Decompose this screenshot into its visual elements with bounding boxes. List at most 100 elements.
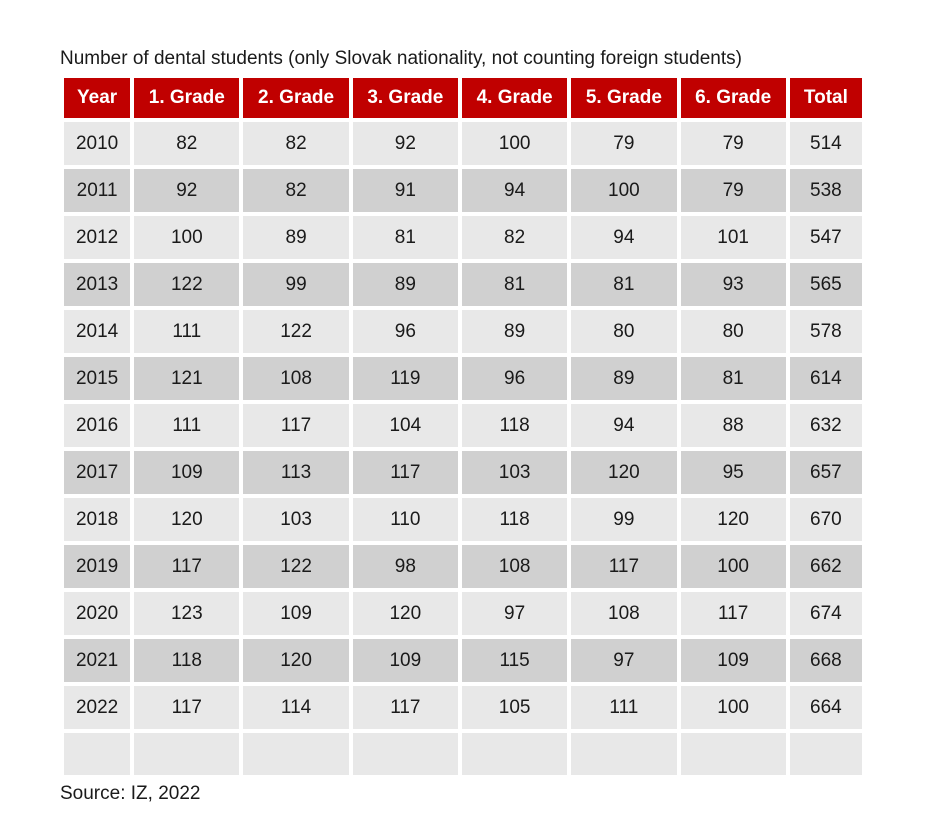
total-cell: 565 bbox=[789, 263, 862, 306]
table-row: 2017 109 113 117 103 120 95 657 bbox=[64, 451, 862, 494]
grade-3-cell: 117 bbox=[352, 451, 458, 494]
year-cell: 2010 bbox=[64, 122, 131, 165]
year-cell: 2017 bbox=[64, 451, 131, 494]
grade-1-cell: 111 bbox=[134, 310, 240, 353]
year-cell: 2021 bbox=[64, 639, 131, 682]
total-cell: 538 bbox=[789, 169, 862, 212]
total-cell: 664 bbox=[789, 686, 862, 729]
grade-2-cell: 99 bbox=[243, 263, 349, 306]
year-cell: 2018 bbox=[64, 498, 131, 541]
grade-4-cell: 97 bbox=[461, 592, 568, 635]
table-row: 2010 82 82 92 100 79 79 514 bbox=[64, 122, 862, 165]
total-cell: 547 bbox=[789, 216, 862, 259]
empty-cell bbox=[64, 733, 131, 775]
grade-6-cell: 100 bbox=[680, 686, 786, 729]
source-note: Source: IZ, 2022 bbox=[60, 783, 201, 804]
empty-cell bbox=[134, 733, 240, 775]
grade-4-cell: 118 bbox=[461, 498, 568, 541]
grade-2-cell: 103 bbox=[243, 498, 349, 541]
grade-3-cell: 91 bbox=[352, 169, 458, 212]
grade-2-cell: 82 bbox=[243, 169, 349, 212]
table-row: 2020 123 109 120 97 108 117 674 bbox=[64, 592, 862, 635]
grade-4-cell: 82 bbox=[461, 216, 568, 259]
grade-4-cell: 115 bbox=[461, 639, 568, 682]
empty-row bbox=[64, 733, 862, 775]
grade-3-cell: 110 bbox=[352, 498, 458, 541]
grade-2-cell: 113 bbox=[243, 451, 349, 494]
year-cell: 2015 bbox=[64, 357, 131, 400]
grade-5-cell: 94 bbox=[571, 404, 677, 447]
grade-2-cell: 120 bbox=[243, 639, 349, 682]
empty-cell bbox=[352, 733, 458, 775]
header-cell-grade-1: 1. Grade bbox=[134, 78, 240, 118]
header-cell-total: Total bbox=[789, 78, 862, 118]
dental-students-table: Year 1. Grade 2. Grade 3. Grade 4. Grade… bbox=[60, 74, 866, 779]
total-cell: 514 bbox=[789, 122, 862, 165]
year-cell: 2011 bbox=[64, 169, 131, 212]
table-title: Number of dental students (only Slovak n… bbox=[60, 48, 742, 69]
grade-1-cell: 100 bbox=[134, 216, 240, 259]
empty-cell bbox=[789, 733, 862, 775]
empty-cell bbox=[243, 733, 349, 775]
table-body: 2010 82 82 92 100 79 79 514 2011 92 82 91 94 100 79 538… bbox=[64, 122, 862, 775]
grade-6-cell: 101 bbox=[680, 216, 786, 259]
table-row: 2012 100 89 81 82 94 101 547 bbox=[64, 216, 862, 259]
table-row: 2015 121 108 119 96 89 81 614 bbox=[64, 357, 862, 400]
grade-2-cell: 108 bbox=[243, 357, 349, 400]
grade-2-cell: 109 bbox=[243, 592, 349, 635]
grade-5-cell: 79 bbox=[571, 122, 677, 165]
table-row: 2013 122 99 89 81 81 93 565 bbox=[64, 263, 862, 306]
grade-5-cell: 117 bbox=[571, 545, 677, 588]
grade-1-cell: 82 bbox=[134, 122, 240, 165]
grade-5-cell: 81 bbox=[571, 263, 677, 306]
grade-3-cell: 117 bbox=[352, 686, 458, 729]
table-row: 2021 118 120 109 115 97 109 668 bbox=[64, 639, 862, 682]
total-cell: 657 bbox=[789, 451, 862, 494]
grade-1-cell: 92 bbox=[134, 169, 240, 212]
empty-cell bbox=[571, 733, 677, 775]
grade-2-cell: 122 bbox=[243, 310, 349, 353]
table-row: 2016 111 117 104 118 94 88 632 bbox=[64, 404, 862, 447]
table-row: 2019 117 122 98 108 117 100 662 bbox=[64, 545, 862, 588]
grade-5-cell: 89 bbox=[571, 357, 677, 400]
grade-3-cell: 120 bbox=[352, 592, 458, 635]
grade-5-cell: 80 bbox=[571, 310, 677, 353]
year-cell: 2020 bbox=[64, 592, 131, 635]
grade-3-cell: 98 bbox=[352, 545, 458, 588]
header-cell-grade-2: 2. Grade bbox=[243, 78, 349, 118]
year-cell: 2022 bbox=[64, 686, 131, 729]
grade-4-cell: 105 bbox=[461, 686, 568, 729]
grade-3-cell: 96 bbox=[352, 310, 458, 353]
grade-2-cell: 114 bbox=[243, 686, 349, 729]
total-cell: 668 bbox=[789, 639, 862, 682]
grade-6-cell: 93 bbox=[680, 263, 786, 306]
table-row: 2014 111 122 96 89 80 80 578 bbox=[64, 310, 862, 353]
grade-5-cell: 108 bbox=[571, 592, 677, 635]
grade-1-cell: 123 bbox=[134, 592, 240, 635]
grade-3-cell: 89 bbox=[352, 263, 458, 306]
header-cell-year: Year bbox=[64, 78, 131, 118]
grade-3-cell: 81 bbox=[352, 216, 458, 259]
grade-5-cell: 99 bbox=[571, 498, 677, 541]
total-cell: 670 bbox=[789, 498, 862, 541]
grade-6-cell: 120 bbox=[680, 498, 786, 541]
grade-4-cell: 100 bbox=[461, 122, 568, 165]
grade-3-cell: 119 bbox=[352, 357, 458, 400]
grade-4-cell: 118 bbox=[461, 404, 568, 447]
grade-1-cell: 118 bbox=[134, 639, 240, 682]
grade-6-cell: 79 bbox=[680, 169, 786, 212]
empty-cell bbox=[461, 733, 568, 775]
grade-4-cell: 81 bbox=[461, 263, 568, 306]
grade-5-cell: 100 bbox=[571, 169, 677, 212]
grade-2-cell: 117 bbox=[243, 404, 349, 447]
total-cell: 632 bbox=[789, 404, 862, 447]
grade-2-cell: 82 bbox=[243, 122, 349, 165]
grade-5-cell: 97 bbox=[571, 639, 677, 682]
grade-6-cell: 80 bbox=[680, 310, 786, 353]
grade-5-cell: 111 bbox=[571, 686, 677, 729]
grade-1-cell: 117 bbox=[134, 545, 240, 588]
total-cell: 578 bbox=[789, 310, 862, 353]
grade-5-cell: 94 bbox=[571, 216, 677, 259]
year-cell: 2014 bbox=[64, 310, 131, 353]
grade-6-cell: 79 bbox=[680, 122, 786, 165]
